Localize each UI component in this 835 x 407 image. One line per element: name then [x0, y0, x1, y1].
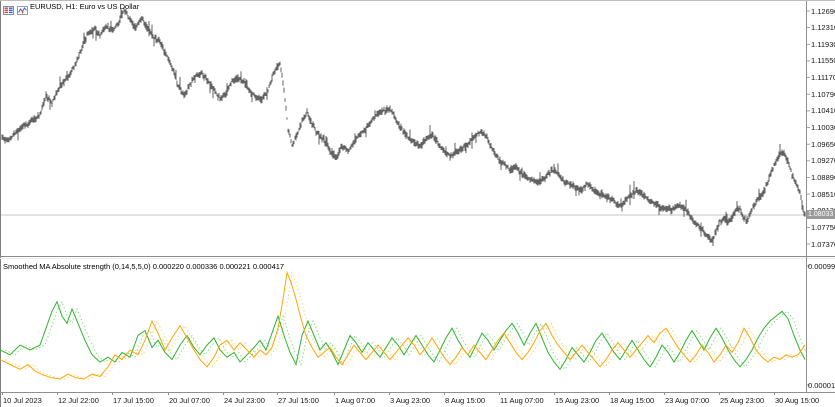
price-tick-label: 1.11930	[811, 39, 835, 49]
price-tick-label: 1.12310	[811, 23, 835, 33]
time-tick-label: 23 Aug 07:00	[665, 396, 710, 405]
price-tick-label: 1.12690	[811, 6, 835, 16]
time-tick-label: 20 Jul 07:00	[169, 396, 210, 405]
price-tick-label: 1.10790	[811, 89, 835, 99]
time-tick-label: 24 Jul 23:00	[224, 396, 265, 405]
chart-symbol-title: EURUSD, H1: Euro vs US Dollar	[30, 2, 140, 11]
current-price-label: 1.08033	[807, 210, 835, 219]
price-tick-label: 1.11170	[811, 73, 835, 83]
price-tick-label: 1.09270	[811, 156, 835, 166]
price-tick-label: 1.10410	[811, 106, 835, 116]
time-tick-label: 27 Jul 15:00	[278, 396, 319, 405]
candlestick-chart-icon[interactable]	[17, 2, 28, 20]
indicator-value-bears-signal: 0.000417	[252, 262, 285, 271]
indicator-header[interactable]: Smoothed MA Absolute strength (0,14,5,5,…	[3, 263, 284, 271]
price-tick-label: 1.09650	[811, 139, 835, 149]
indicator-value-bulls-signal: 0.000221	[219, 262, 253, 271]
time-tick-label: 30 Aug 15:00	[775, 396, 820, 405]
time-tick-label: 8 Aug 15:00	[445, 396, 486, 405]
grid-quotes-icon[interactable]	[3, 2, 14, 20]
price-tick-label: 1.08890	[811, 172, 835, 182]
time-tick-label: 1 Aug 07:00	[335, 396, 376, 405]
time-tick-label: 15 Aug 23:00	[555, 396, 600, 405]
time-tick-label: 25 Aug 23:00	[720, 396, 765, 405]
time-tick-label: 3 Aug 23:00	[390, 396, 431, 405]
time-tick-label: 12 Jul 22:00	[58, 396, 99, 405]
price-tick-label: 1.10030	[811, 123, 835, 132]
price-tick-label: 1.07750	[811, 222, 835, 232]
indicator-name: Smoothed MA Absolute strength (0,14,5,5,…	[3, 262, 153, 271]
indicator-value-bulls: 0.000220	[152, 262, 187, 271]
indicator-scale-label: 0.000995	[808, 261, 835, 271]
time-tick-label: 10 Jul 2023	[3, 396, 42, 405]
indicator-value-bears: 0.000336	[186, 262, 220, 271]
time-tick-label: 17 Jul 15:00	[113, 396, 154, 405]
indicator-scale-label: 0.000010	[808, 380, 835, 390]
price-tick-label: 1.11550	[811, 56, 835, 66]
price-tick-label: 1.08510	[811, 189, 835, 199]
time-tick-label: 11 Aug 07:00	[500, 396, 544, 405]
time-tick-label: 18 Aug 15:00	[610, 396, 655, 405]
